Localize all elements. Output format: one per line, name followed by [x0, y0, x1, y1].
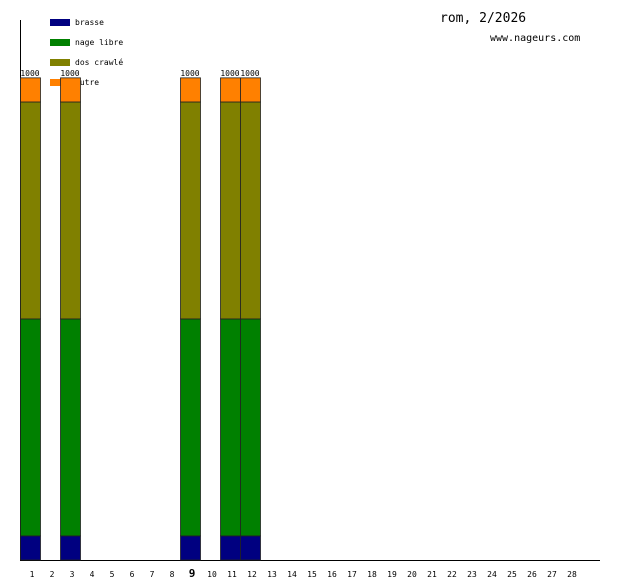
bar-segment [240, 101, 261, 320]
bar-segment [220, 318, 241, 537]
x-tick-label: 9 [189, 567, 196, 580]
x-tick-label: 13 [267, 570, 277, 579]
legend-label: autre [75, 78, 99, 87]
x-tick-label: 17 [347, 570, 357, 579]
bar-segment [180, 101, 201, 320]
bar-segment [60, 318, 81, 537]
x-tick-label: 4 [90, 570, 95, 579]
x-tick-label: 7 [150, 570, 155, 579]
x-tick-label: 23 [467, 570, 477, 579]
legend-swatch [50, 79, 70, 86]
bar-segment [20, 535, 41, 561]
legend-label: nage libre [75, 38, 123, 47]
bar-segment [60, 101, 81, 320]
legend-label: brasse [75, 18, 104, 27]
total-label: 1000 [220, 69, 239, 78]
x-tick-label: 5 [110, 570, 115, 579]
x-tick-label: 21 [427, 570, 437, 579]
bar-segment [220, 101, 241, 320]
x-tick-label: 12 [247, 570, 257, 579]
x-tick-label: 24 [487, 570, 497, 579]
total-label: 1000 [240, 69, 259, 78]
chart-title: rom, 2/2026 [440, 11, 526, 26]
x-tick-label: 10 [207, 570, 217, 579]
bar-segment [180, 318, 201, 537]
x-tick-label: 6 [130, 570, 135, 579]
x-tick-label: 16 [327, 570, 337, 579]
x-tick-label: 18 [367, 570, 377, 579]
x-tick-label: 22 [447, 570, 457, 579]
total-label: 1000 [60, 69, 79, 78]
bar-segment [60, 77, 81, 103]
bar-segment [180, 535, 201, 561]
x-tick-label: 14 [287, 570, 297, 579]
x-tick-label: 8 [170, 570, 175, 579]
bar-segment [220, 77, 241, 103]
legend-swatch [50, 59, 70, 66]
bar-segment [20, 101, 41, 320]
x-tick-label: 25 [507, 570, 517, 579]
x-tick-label: 3 [70, 570, 75, 579]
bar-segment [240, 77, 261, 103]
chart-subtitle: www.nageurs.com [490, 33, 580, 44]
x-tick-label: 20 [407, 570, 417, 579]
x-tick-label: 26 [527, 570, 537, 579]
x-tick-label: 11 [227, 570, 237, 579]
x-tick-label: 15 [307, 570, 317, 579]
total-label: 1000 [20, 69, 39, 78]
bar-segment [220, 535, 241, 561]
bar-segment [60, 535, 81, 561]
x-tick-label: 2 [50, 570, 55, 579]
legend-swatch [50, 19, 70, 26]
x-tick-label: 27 [547, 570, 557, 579]
x-tick-label: 1 [30, 570, 35, 579]
bar-segment [240, 535, 261, 561]
legend-label: dos crawlé [75, 57, 123, 67]
legend-swatch [50, 39, 70, 46]
bar-segment [180, 77, 201, 103]
bar-segment [20, 77, 41, 103]
x-tick-label: 28 [567, 570, 577, 579]
bar-segment [20, 318, 41, 537]
bar-segment [240, 318, 261, 537]
total-label: 1000 [180, 69, 199, 78]
x-tick-label: 19 [387, 570, 397, 579]
